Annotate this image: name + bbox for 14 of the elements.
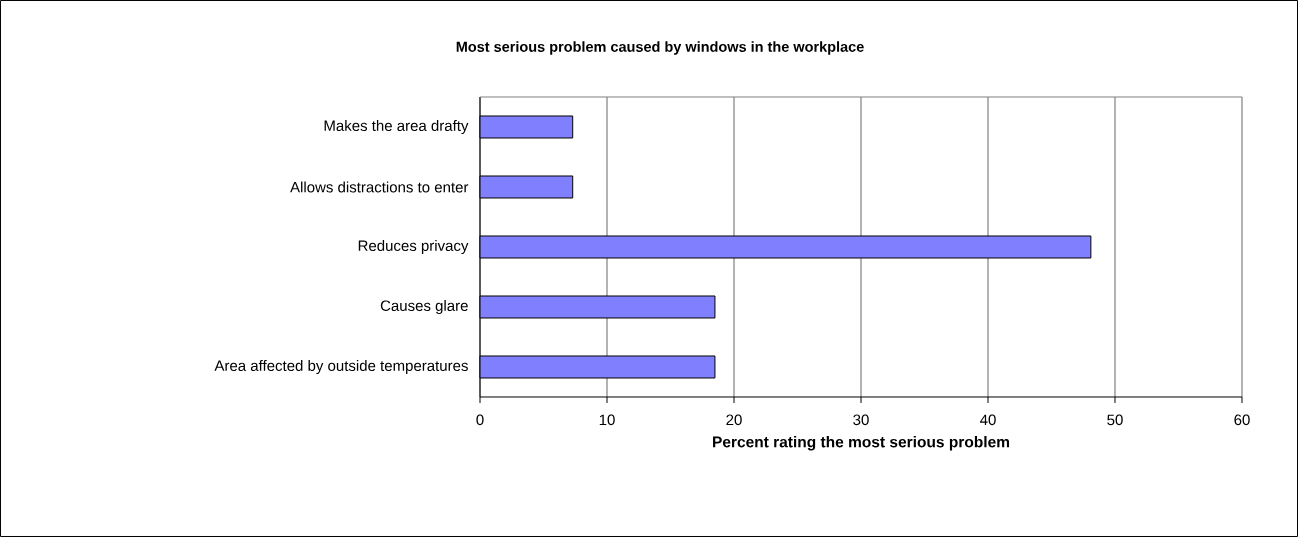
y-tick-label: Allows distractions to enter: [290, 181, 469, 193]
x-tick-label: 20: [726, 414, 742, 426]
x-tick-label: 10: [599, 414, 615, 426]
x-axis-title: Percent rating the most serious problem: [713, 436, 1010, 451]
x-tick-label: 30: [853, 414, 869, 426]
y-tick-label: Causes glare: [380, 300, 468, 314]
y-tick-label: Makes the area drafty: [324, 120, 469, 134]
x-tick-label: 50: [1107, 414, 1123, 426]
x-tick-label: 40: [980, 414, 996, 426]
chart-title: Most serious problem caused by windows in the workplace: [456, 41, 864, 55]
x-tick-label: 60: [1234, 414, 1250, 426]
y-tick-label: Reduces privacy: [358, 240, 469, 254]
x-tick-label: 0: [476, 414, 484, 426]
y-tick-label: Area affected by outside temperatures: [214, 360, 468, 374]
